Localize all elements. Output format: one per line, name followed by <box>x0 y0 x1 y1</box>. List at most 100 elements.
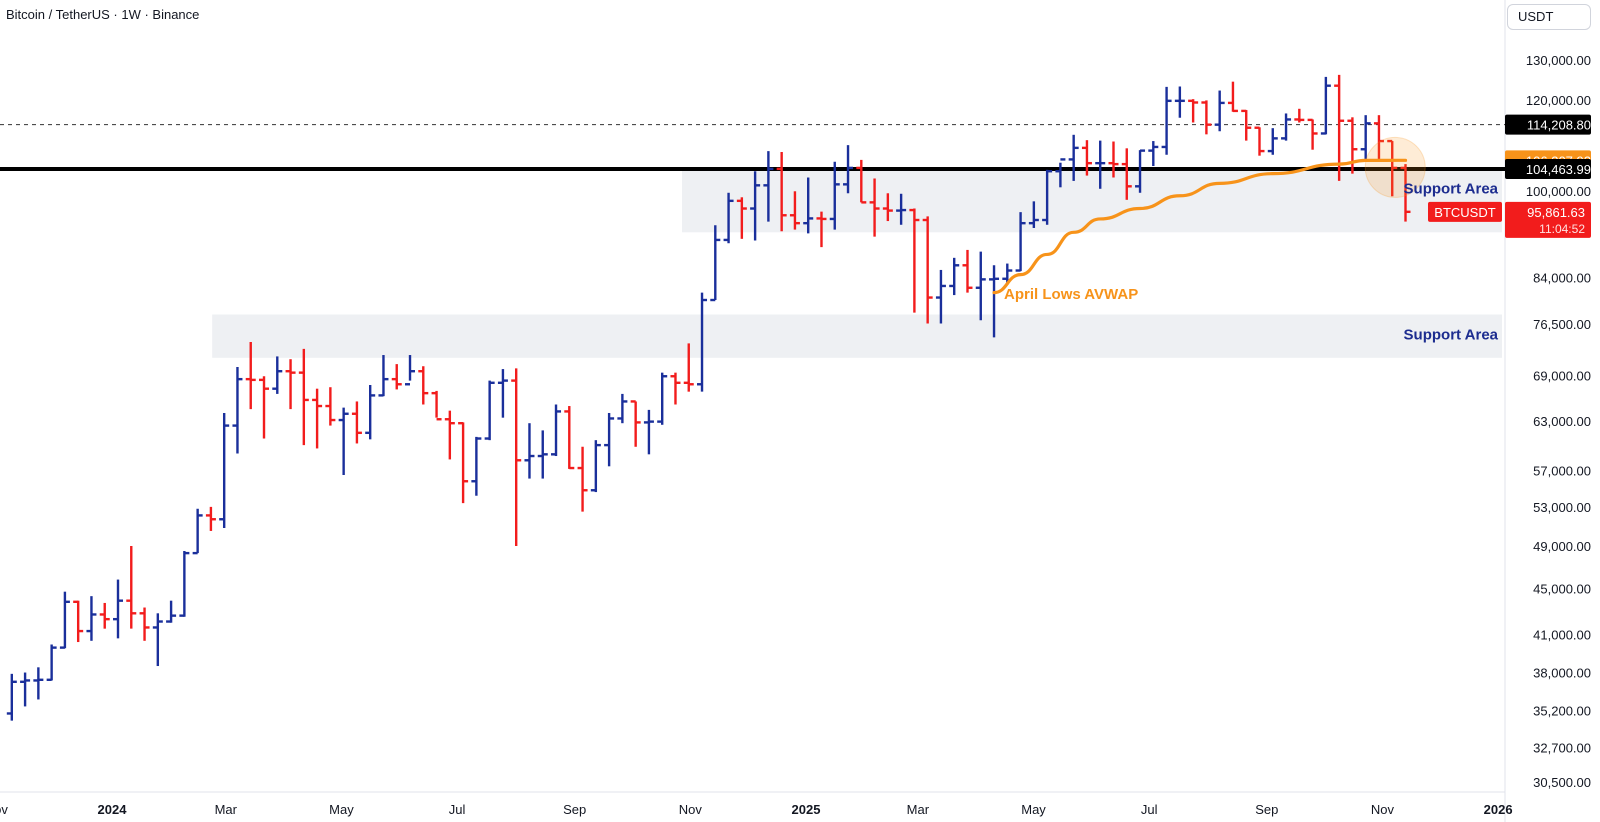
ohlc-bar[interactable] <box>272 356 283 394</box>
ohlc-bar[interactable] <box>1254 126 1265 156</box>
ohlc-bar[interactable] <box>776 151 787 232</box>
ohlc-bar[interactable] <box>152 613 163 667</box>
ohlc-bar[interactable] <box>1241 109 1252 141</box>
ohlc-bar[interactable] <box>657 372 668 425</box>
ohlc-bar[interactable] <box>232 366 243 454</box>
ohlc-bar[interactable] <box>179 551 190 617</box>
ohlc-bar[interactable] <box>405 355 416 386</box>
ohlc-bar[interactable] <box>1161 86 1172 155</box>
ohlc-bar[interactable] <box>1400 164 1411 222</box>
ohlc-bar[interactable] <box>1028 201 1039 228</box>
ohlc-bar[interactable] <box>750 171 761 241</box>
ohlc-bar[interactable] <box>1095 140 1106 189</box>
ohlc-bar[interactable] <box>126 545 137 629</box>
ohlc-bar[interactable] <box>444 410 455 460</box>
ohlc-bar[interactable] <box>6 673 17 721</box>
ohlc-bar[interactable] <box>365 384 376 440</box>
ohlc-bar[interactable] <box>723 192 734 244</box>
ohlc-bar[interactable] <box>1135 149 1146 193</box>
ohlc-bar[interactable] <box>139 607 150 641</box>
ohlc-bar[interactable] <box>1002 263 1013 283</box>
avwap-line[interactable] <box>992 158 1408 295</box>
ohlc-bar[interactable] <box>497 369 508 418</box>
ohlc-bar[interactable] <box>1360 115 1371 159</box>
ohlc-bar[interactable] <box>99 602 110 629</box>
ohlc-bar[interactable] <box>617 393 628 424</box>
ohlc-bar[interactable] <box>312 388 323 449</box>
ohlc-bar[interactable] <box>205 506 216 531</box>
ohlc-bar[interactable] <box>1281 113 1292 141</box>
ohlc-bar[interactable] <box>909 208 920 313</box>
ohlc-bar[interactable] <box>1267 128 1278 155</box>
ohlc-bar[interactable] <box>1042 169 1053 225</box>
ohlc-bar[interactable] <box>285 359 296 410</box>
ohlc-bar[interactable] <box>1201 100 1212 135</box>
ohlc-bar[interactable] <box>378 355 389 397</box>
ohlc-bar[interactable] <box>829 161 840 230</box>
ohlc-bar[interactable] <box>59 591 70 649</box>
ohlc-bar[interactable] <box>33 667 44 700</box>
ohlc-bar[interactable] <box>643 409 654 455</box>
ohlc-bar[interactable] <box>1188 99 1199 123</box>
ohlc-bar[interactable] <box>1294 108 1305 123</box>
ohlc-bar[interactable] <box>1068 134 1079 181</box>
ohlc-bar[interactable] <box>962 249 973 293</box>
ohlc-bar[interactable] <box>338 407 349 476</box>
ohlc-bar[interactable] <box>524 423 535 479</box>
ohlc-bar[interactable] <box>816 211 827 248</box>
ohlc-bar[interactable] <box>670 372 681 405</box>
ohlc-bar[interactable] <box>471 436 482 496</box>
ohlc-bar[interactable] <box>245 342 256 410</box>
ohlc-bar[interactable] <box>20 672 31 707</box>
ohlc-bar[interactable] <box>431 390 442 421</box>
ohlc-bar[interactable] <box>1121 148 1132 200</box>
ohlc-bar[interactable] <box>192 508 203 555</box>
ohlc-bar[interactable] <box>1320 76 1331 135</box>
ohlc-bar[interactable] <box>351 401 362 444</box>
ohlc-bar[interactable] <box>683 343 694 392</box>
ohlc-bar[interactable] <box>1081 140 1092 176</box>
ohlc-bar[interactable] <box>1055 158 1066 188</box>
ohlc-bar[interactable] <box>391 364 402 390</box>
ohlc-bar[interactable] <box>789 191 800 230</box>
ohlc-bar[interactable] <box>86 596 97 641</box>
ohlc-bar[interactable] <box>975 251 986 321</box>
ohlc-bar[interactable] <box>1307 118 1318 150</box>
ohlc-bar[interactable] <box>1347 117 1358 174</box>
ohlc-bar[interactable] <box>989 265 1000 338</box>
ohlc-bar[interactable] <box>577 446 588 512</box>
ohlc-bar[interactable] <box>484 380 495 441</box>
ohlc-bar[interactable] <box>1214 90 1225 132</box>
ohlc-bar[interactable] <box>763 151 774 222</box>
ohlc-bar[interactable] <box>73 600 84 643</box>
ohlc-bar[interactable] <box>843 145 854 194</box>
ohlc-bar[interactable] <box>1015 212 1026 272</box>
ohlc-bar[interactable] <box>1227 81 1238 113</box>
ohlc-bar[interactable] <box>604 412 615 467</box>
ohlc-bar[interactable] <box>551 404 562 457</box>
ohlc-bar[interactable] <box>590 440 601 493</box>
ohlc-bar[interactable] <box>856 159 867 204</box>
ohlc-bar[interactable] <box>803 177 814 234</box>
ohlc-bar[interactable] <box>869 178 880 237</box>
ohlc-bar[interactable] <box>697 292 708 392</box>
ohlc-bar[interactable] <box>298 348 309 446</box>
ohlc-bar[interactable] <box>564 406 575 470</box>
ohlc-bar[interactable] <box>259 376 270 439</box>
ohlc-bar[interactable] <box>511 368 522 546</box>
ohlc-bar[interactable] <box>219 412 230 528</box>
ohlc-bar[interactable] <box>710 225 721 302</box>
ohlc-bar[interactable] <box>458 421 469 504</box>
ohlc-bar[interactable] <box>935 269 946 324</box>
ohlc-bar[interactable] <box>1174 86 1185 118</box>
ohlc-bar[interactable] <box>537 430 548 479</box>
ohlc-bar[interactable] <box>113 579 123 639</box>
ohlc-bar[interactable] <box>1373 115 1384 161</box>
ohlc-bar[interactable] <box>922 216 933 324</box>
ohlc-bar[interactable] <box>630 400 641 447</box>
ohlc-bar[interactable] <box>1387 139 1398 197</box>
ohlc-bar[interactable] <box>896 193 907 225</box>
ohlc-bar[interactable] <box>949 257 960 296</box>
ohlc-bar[interactable] <box>325 387 336 426</box>
